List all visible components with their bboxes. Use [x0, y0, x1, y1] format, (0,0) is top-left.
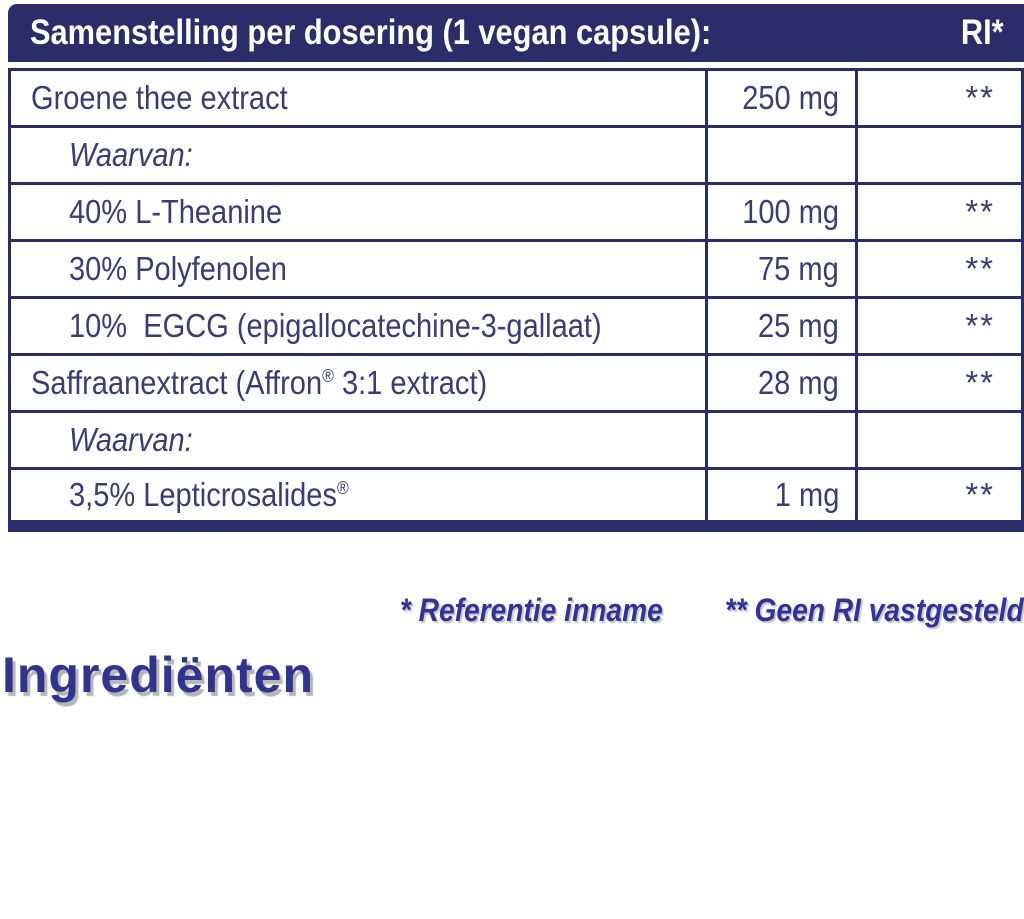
ingredient-name-cell: Waarvan: — [8, 410, 708, 470]
table-title: Samenstelling per dosering (1 vegan caps… — [30, 13, 712, 52]
amount-cell: 75 mg — [705, 239, 858, 299]
ingredient-name: 30% Polyfenolen — [69, 250, 287, 287]
ri-value: ** — [965, 364, 995, 401]
ingredient-row: 40% L-Theanine 100 mg ** — [8, 182, 1024, 242]
ri-value: ** — [965, 307, 995, 344]
ingredient-name-cell: 10% EGCG (epigallocatechine-3-gallaat) — [8, 296, 708, 356]
amount-cell: 25 mg — [705, 296, 858, 356]
amount-cell — [705, 410, 858, 470]
ingredient-name: Saffraanextract (Affron — [31, 364, 323, 401]
amount-value: 1 mg — [774, 475, 839, 513]
ingredient-name-cell: Waarvan: — [8, 125, 708, 185]
composition-table: Groene thee extract 250 mg ** Waarvan: — [8, 68, 1024, 532]
ri-cell: ** — [855, 239, 1024, 299]
amount-cell: 100 mg — [705, 182, 858, 242]
ri-cell — [855, 125, 1024, 185]
ri-cell: ** — [855, 467, 1024, 527]
amount-cell: 1 mg — [705, 467, 858, 527]
amount-value: 75 mg — [758, 250, 839, 287]
ingredient-name: 3,5% Lepticrosalides — [69, 475, 337, 513]
ingredient-row: Waarvan: — [8, 410, 1024, 470]
ri-column-header: RI* — [961, 13, 1004, 52]
ingredient-row: Waarvan: — [8, 125, 1024, 185]
amount-value: 100 mg — [742, 193, 839, 230]
ingredients-heading: Ingrediënten — [2, 647, 315, 703]
ri-cell: ** — [855, 353, 1024, 413]
amount-value: 25 mg — [758, 307, 839, 344]
ingredient-name: Waarvan: — [69, 136, 193, 173]
amount-cell: 28 mg — [705, 353, 858, 413]
ingredient-name: 40% L-Theanine — [69, 193, 283, 230]
ingredient-name: 10% EGCG (epigallocatechine-3-gallaat) — [69, 307, 602, 344]
ri-value: ** — [965, 193, 995, 230]
ingredient-name: Groene thee extract — [31, 79, 288, 116]
ingredient-name-suffix: 3:1 extract) — [333, 364, 488, 401]
ingredient-row: 30% Polyfenolen 75 mg ** — [8, 239, 1024, 299]
composition-table-body: Groene thee extract 250 mg ** Waarvan: — [8, 68, 1024, 527]
ingredient-name-cell: Groene thee extract — [8, 68, 708, 128]
ingredient-name-cell: 30% Polyfenolen — [8, 239, 708, 299]
footnote-reference-intake: * Referentie inname — [399, 592, 663, 628]
ingredient-name: Waarvan: — [69, 421, 193, 458]
ri-value: ** — [965, 475, 995, 513]
registered-trademark-symbol: ® — [322, 366, 334, 386]
ri-value: ** — [965, 250, 995, 287]
ri-cell: ** — [855, 182, 1024, 242]
registered-trademark-symbol: ® — [336, 477, 349, 498]
ingredient-row: 3,5% Lepticrosalides® 1 mg ** — [8, 467, 1024, 527]
ri-cell: ** — [855, 296, 1024, 356]
amount-value: 250 mg — [742, 79, 839, 116]
table-header-bar: Samenstelling per dosering (1 vegan caps… — [8, 4, 1024, 62]
ingredient-row: Saffraanextract (Affron® 3:1 extract) 28… — [8, 353, 1024, 413]
footnote: * Referentie inname ** Geen RI vastgestel… — [364, 592, 1024, 629]
ri-cell — [855, 410, 1024, 470]
ingredient-row: 10% EGCG (epigallocatechine-3-gallaat) 2… — [8, 296, 1024, 356]
ingredient-name-cell: 3,5% Lepticrosalides® — [8, 467, 708, 527]
ri-cell: ** — [855, 68, 1024, 128]
ingredient-row: Groene thee extract 250 mg ** — [8, 68, 1024, 128]
ingredient-name-cell: Saffraanextract (Affron® 3:1 extract) — [8, 353, 708, 413]
ingredient-name-cell: 40% L-Theanine — [8, 182, 708, 242]
amount-value: 28 mg — [758, 364, 839, 401]
ri-value: ** — [965, 79, 995, 116]
amount-cell: 250 mg — [705, 68, 858, 128]
footnote-no-ri: ** Geen RI vastgesteld — [725, 592, 1024, 628]
amount-cell — [705, 125, 858, 185]
